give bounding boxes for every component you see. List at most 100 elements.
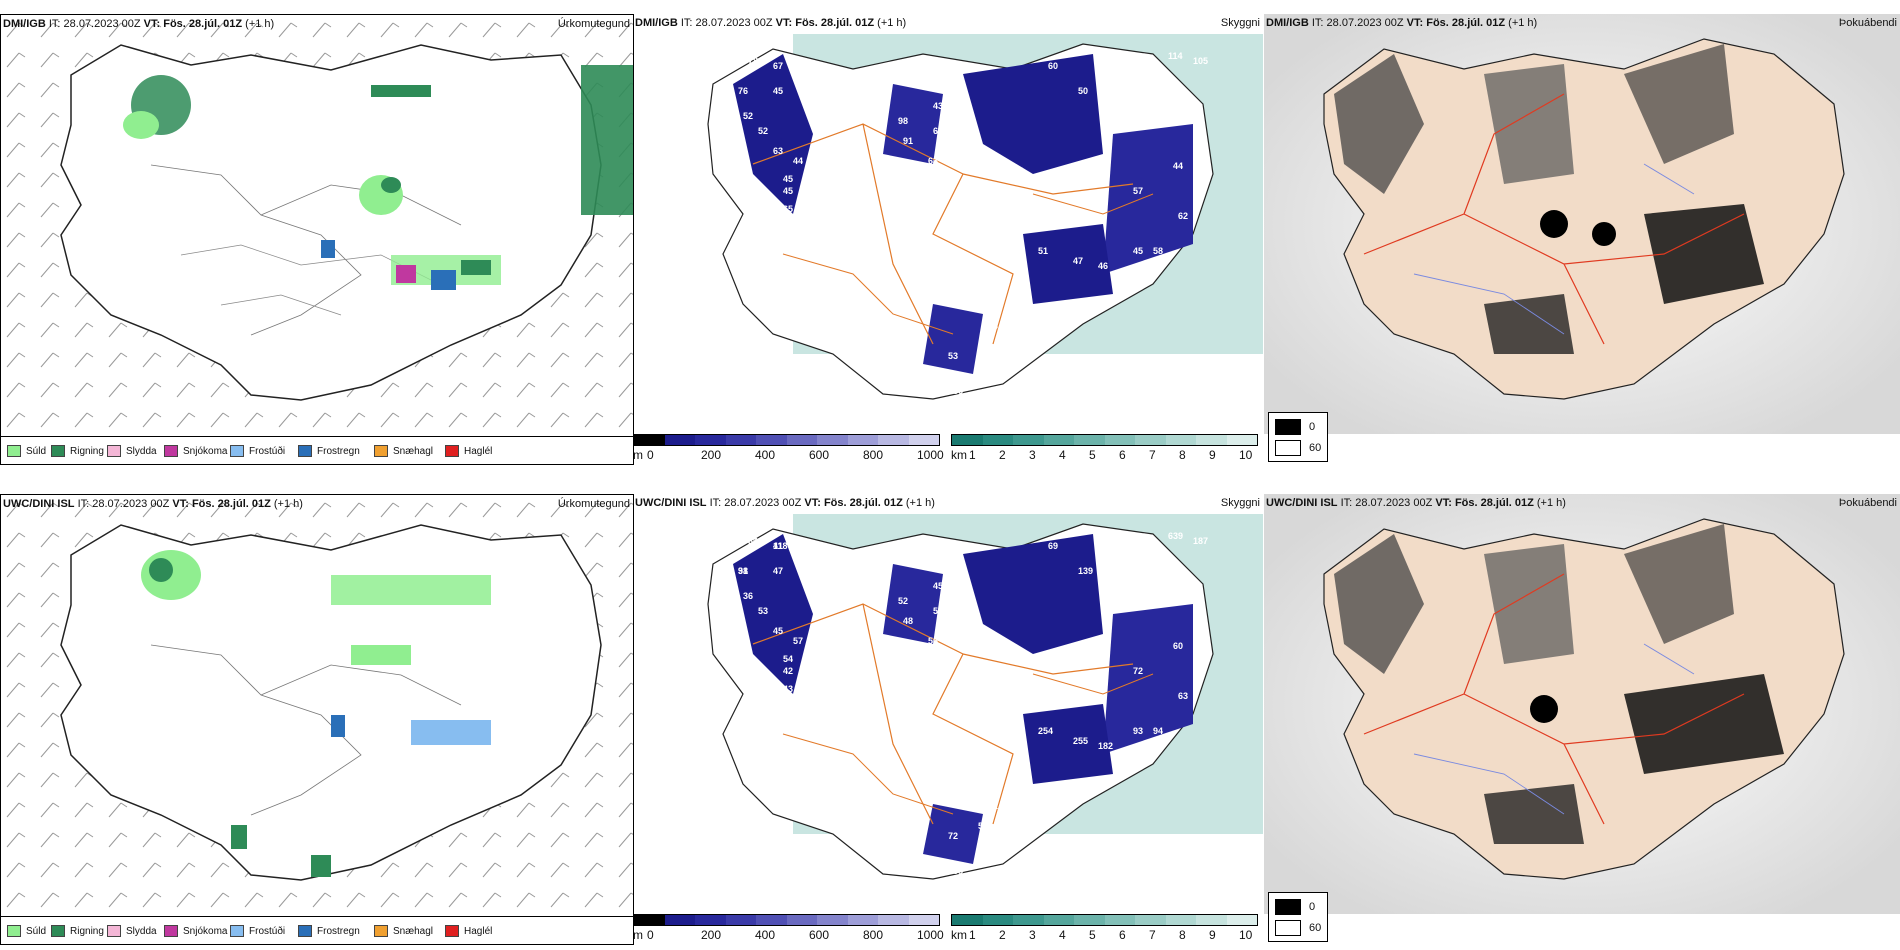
colorbar-segment	[847, 915, 878, 925]
cloud-base-label: 94	[1153, 726, 1163, 736]
height-colorbar-row1: m 0 200 400 600 800 1000	[633, 434, 944, 463]
cloud-base-label: 62	[1178, 211, 1188, 221]
fog-swatch-0	[1275, 419, 1301, 435]
cloud-base-label: 45	[943, 171, 953, 181]
cloud-base-label: 51	[1038, 246, 1048, 256]
it-label: IT:	[77, 498, 90, 510]
cloud-base-label: 50	[1078, 86, 1088, 96]
legend-swatch	[107, 925, 121, 937]
colorbar-tick: 2	[999, 928, 1006, 942]
legend-label: Súld	[26, 445, 47, 457]
cloud-base-label: 62	[988, 801, 998, 811]
cloud-base-label: 78	[748, 56, 758, 66]
cloud-base-label: 73	[988, 321, 998, 331]
cloud-base-label: 43	[933, 101, 943, 111]
colorbar-tick: 10	[1239, 928, 1253, 942]
model-name: UWC/DINI ISL	[3, 498, 75, 510]
colorbar-tick: 200	[701, 448, 722, 462]
it-label: IT:	[48, 18, 61, 30]
legend-item-slydda: Slydda	[107, 445, 157, 457]
fog-panel-row2: UWC/DINI ISL IT: 28.07.2023 00Z VT: Fös.…	[1264, 494, 1900, 943]
legend-label: Frostregn	[317, 925, 360, 937]
colorbar-segment	[982, 915, 1013, 925]
visibility-bar	[951, 434, 1258, 446]
colorbar-tick: 0	[647, 448, 654, 462]
colorbar-segment	[1165, 915, 1196, 925]
legend-item-snæhagl: Snæhagl	[374, 925, 433, 937]
colorbar-segment	[1226, 435, 1257, 445]
cloud-base-label: 69	[1003, 821, 1013, 831]
legend-item-snjókoma: Snjókoma	[164, 445, 227, 457]
cloud-base-label: 36	[953, 386, 963, 396]
cloud-title-row1: DMI/IGB IT: 28.07.2023 00Z VT: Fös. 28.j…	[635, 17, 906, 29]
vt-value: Fös. 28.júl. 01Z	[163, 18, 243, 30]
colorbar-tick: 800	[863, 928, 884, 942]
it-label: IT:	[1340, 497, 1353, 509]
colorbar-segment	[1135, 435, 1166, 445]
cloud-base-label: 55	[933, 606, 943, 616]
colorbar-tick: 5	[1089, 448, 1096, 462]
colorbar-segment	[1043, 435, 1074, 445]
vt-value: Fös. 28.júl. 01Z	[823, 497, 903, 509]
cloud-base-label: 45	[1133, 246, 1143, 256]
colorbar-segment	[664, 435, 695, 445]
cloud-base-label: 40	[818, 126, 828, 136]
legend-swatch	[107, 445, 121, 457]
vt-value: Fös. 28.júl. 01Z	[795, 17, 875, 29]
colorbar-segment	[1013, 435, 1044, 445]
precip-panel-row2: UWC/DINI ISL IT: 28.07.2023 00Z VT: Fös.…	[0, 494, 634, 945]
lead-time: (+1 h)	[905, 497, 935, 509]
fog-map-row1	[1264, 14, 1900, 434]
fog-label-0: 0	[1309, 421, 1316, 433]
legend-swatch	[445, 445, 459, 457]
fog-swatch-60	[1275, 920, 1301, 936]
cloud-base-label: 51	[908, 821, 918, 831]
colorbar-tick: 7	[1149, 448, 1156, 462]
cloud-base-label: 63	[928, 156, 938, 166]
cloud-base-label: 60	[813, 706, 823, 716]
colorbar-segment	[878, 915, 909, 925]
colorbar-segment	[817, 915, 848, 925]
cloud-base-label: 68	[1113, 86, 1123, 96]
it-value: 28.07.2023 00Z	[1355, 497, 1433, 509]
cloud-base-label: 52	[758, 126, 768, 136]
fog-legend-row2: 0 60	[1268, 892, 1328, 942]
legend-swatch	[445, 925, 459, 937]
lead-time: (+1 h)	[273, 498, 303, 510]
legend-swatch	[374, 925, 388, 937]
legend-label: Snæhagl	[393, 925, 434, 937]
colorbar-segment	[1013, 915, 1044, 925]
colorbar-segment	[908, 915, 939, 925]
vt-label: VT:	[1406, 17, 1424, 29]
colorbar-segment	[634, 435, 665, 445]
lead-time: (+1 h)	[877, 17, 907, 29]
colorbar-tick: 1	[969, 928, 976, 942]
cloud-base-label: 31	[738, 566, 748, 576]
height-bar	[633, 434, 940, 446]
cloud-base-label: 41	[773, 541, 783, 551]
colorbar-tick: 800	[863, 448, 884, 462]
precip-panel-row1: DMI/IGB IT: 28.07.2023 00Z VT: Fös. 28.j…	[0, 14, 634, 465]
cloud-base-label: 58	[953, 866, 963, 876]
cloud-base-label: 114	[1168, 51, 1183, 61]
cloud-base-label: 52	[898, 596, 908, 606]
colorbar-tick: 200	[701, 928, 722, 942]
colorbar-tick: 1	[969, 448, 976, 462]
cloud-base-label: 65	[783, 204, 793, 214]
colorbar-segment	[952, 435, 983, 445]
colorbar-tick: 400	[755, 928, 776, 942]
legend-item-súld: Súld	[7, 925, 46, 937]
cloud-base-label: 98	[898, 116, 908, 126]
cloud-base-label: 54	[783, 654, 793, 664]
colorbar-tick: 3	[1029, 928, 1036, 942]
cloud-base-label: 37	[801, 91, 811, 101]
panel-type-label: Þokuábendi	[1838, 497, 1897, 509]
legend-swatch	[7, 925, 21, 937]
colorbar-tick: 8	[1179, 448, 1186, 462]
precip-legend-row1: Súld Rigning Slydda Snjókoma Frostúði Frostre…	[1, 436, 633, 463]
cloud-base-label: 39	[801, 571, 811, 581]
cloud-base-label: 48	[1058, 211, 1068, 221]
visibility-colorbar-row2: km 1 2 3 4 5 6 7 8 9 10	[951, 914, 1263, 943]
